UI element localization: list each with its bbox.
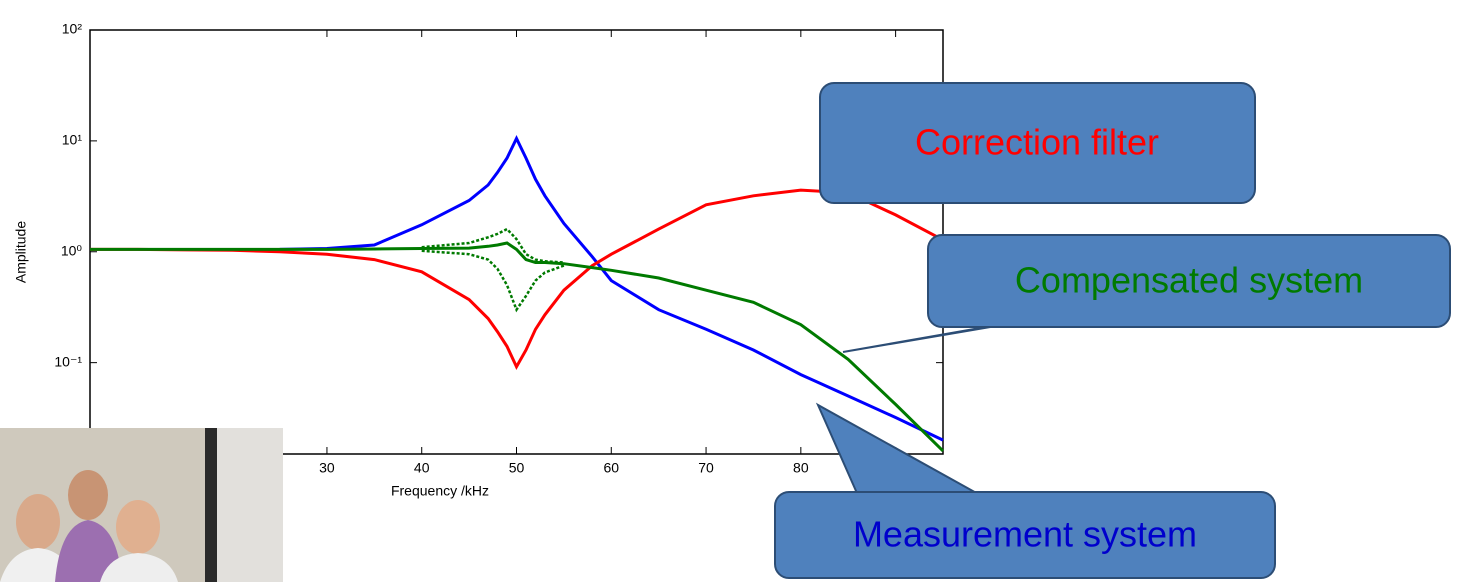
plot-frame [89,29,944,455]
y-tick-label: 10² [62,21,83,37]
callout-label: Compensated system [1015,260,1363,301]
series-line [279,135,944,442]
series-line [421,249,565,313]
series-line [90,241,945,452]
x-tick-label: 40 [414,460,430,476]
callout-label: Correction filter [915,122,1159,163]
x-axis-label: Frequency /kHz [391,483,489,499]
x-tick-label: 50 [509,460,525,476]
x-tick-label: 60 [603,460,619,476]
photo [0,428,283,582]
x-tick-label: 80 [793,460,809,476]
y-tick-label: 10⁻¹ [54,353,82,369]
x-tick-label: 70 [698,460,714,476]
y-tick-label: 10⁰ [61,242,83,258]
series-line [421,227,564,264]
x-tick-label: 30 [319,460,335,476]
y-tick-label: 10¹ [62,132,83,148]
y-axis-label: Amplitude [13,221,29,283]
series-line [90,188,944,370]
callout-label: Measurement system [853,514,1197,555]
callouts: Correction filter Compensated system Mea… [774,82,1451,579]
